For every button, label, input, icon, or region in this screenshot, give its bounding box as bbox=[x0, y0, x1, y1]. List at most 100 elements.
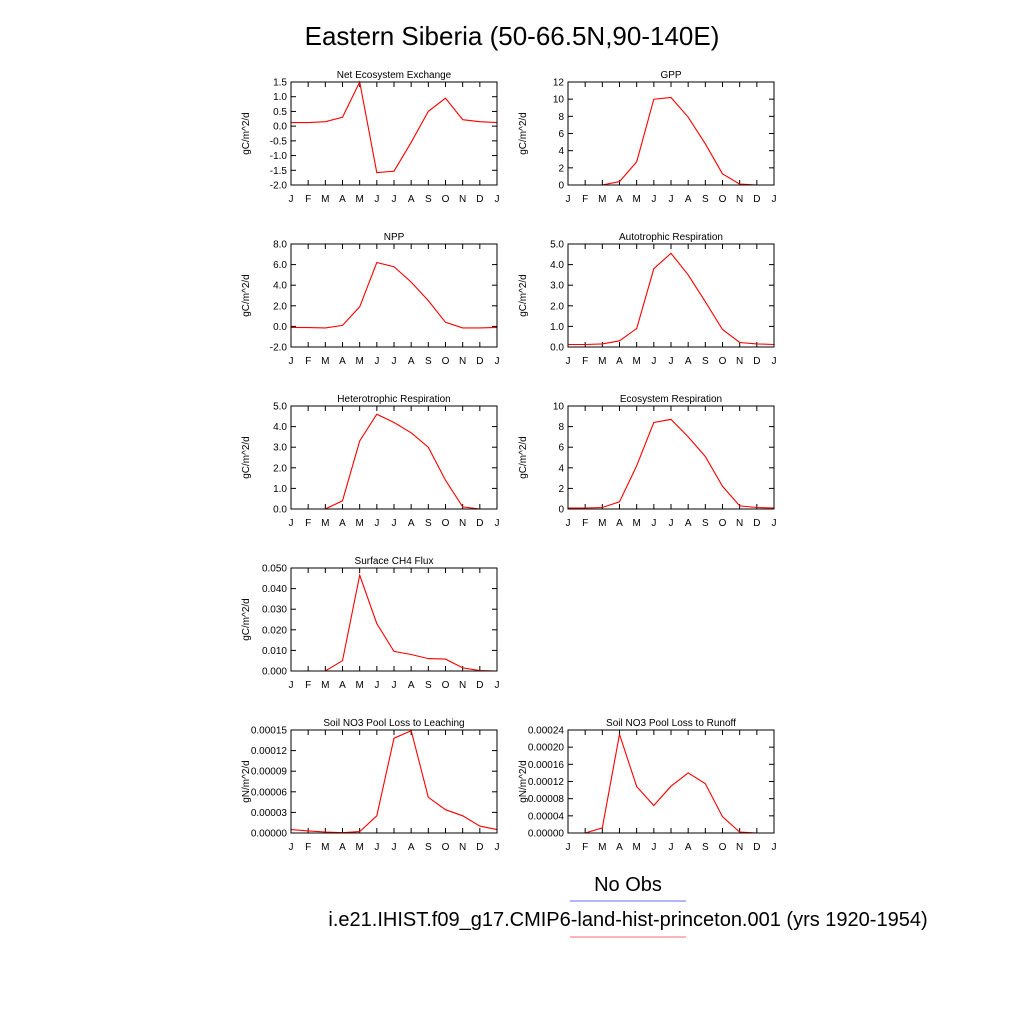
x-tick-label: J bbox=[392, 194, 397, 205]
x-tick-label: M bbox=[355, 680, 363, 691]
x-tick-label: N bbox=[736, 356, 743, 367]
x-tick-label: J bbox=[669, 194, 674, 205]
x-tick-label: M bbox=[598, 194, 606, 205]
y-tick-label: 0.00016 bbox=[528, 760, 565, 771]
x-tick-label: J bbox=[374, 680, 379, 691]
y-tick-label: 0.00024 bbox=[528, 726, 565, 737]
y-tick-label: 0.00020 bbox=[528, 743, 565, 754]
series-line bbox=[568, 96, 774, 186]
y-axis-label: gC/m^2/d bbox=[518, 436, 529, 479]
y-tick-label: 0.00003 bbox=[251, 808, 288, 819]
x-tick-label: F bbox=[582, 842, 588, 853]
x-tick-label: M bbox=[321, 194, 329, 205]
plot-frame bbox=[567, 405, 775, 510]
x-tick-label: A bbox=[339, 194, 346, 205]
y-tick-label: 0.5 bbox=[273, 107, 287, 118]
x-tick-label: A bbox=[408, 518, 415, 529]
x-tick-label: F bbox=[305, 194, 311, 205]
y-tick-label: 1.0 bbox=[273, 484, 287, 495]
series-line bbox=[568, 734, 774, 834]
x-tick-label: A bbox=[616, 356, 623, 367]
y-tick-label: 0.010 bbox=[262, 646, 287, 657]
x-tick-label: S bbox=[702, 518, 709, 529]
chart-panel: Soil NO3 Pool Loss to RunoffgN/m^2/d0.00… bbox=[518, 718, 777, 853]
x-tick-label: J bbox=[392, 680, 397, 691]
x-tick-label: A bbox=[685, 194, 692, 205]
x-tick-label: A bbox=[685, 356, 692, 367]
x-tick-label: N bbox=[736, 842, 743, 853]
x-tick-label: J bbox=[374, 356, 379, 367]
x-tick-label: D bbox=[476, 842, 483, 853]
x-tick-label: J bbox=[566, 356, 571, 367]
x-tick-label: D bbox=[753, 356, 760, 367]
legend-model-label: i.e21.IHIST.f09_g17.CMIP6-land-hist-prin… bbox=[328, 909, 927, 931]
x-tick-label: D bbox=[476, 194, 483, 205]
x-tick-label: D bbox=[753, 518, 760, 529]
x-tick-label: F bbox=[305, 518, 311, 529]
series-line bbox=[291, 413, 497, 510]
y-tick-label: 0.00006 bbox=[251, 787, 288, 798]
series-line bbox=[568, 252, 775, 346]
y-tick-label: 10 bbox=[553, 95, 565, 106]
y-tick-label: 6 bbox=[558, 129, 564, 140]
x-tick-label: N bbox=[459, 194, 466, 205]
y-axis-label: gC/m^2/d bbox=[241, 274, 252, 317]
x-tick-label: S bbox=[702, 194, 709, 205]
x-tick-label: S bbox=[702, 356, 709, 367]
x-tick-label: M bbox=[321, 680, 329, 691]
x-tick-label: J bbox=[495, 842, 500, 853]
x-tick-label: A bbox=[408, 356, 415, 367]
x-tick-label: A bbox=[685, 518, 692, 529]
y-tick-label: -2.0 bbox=[270, 343, 288, 354]
x-tick-label: J bbox=[374, 194, 379, 205]
x-tick-label: M bbox=[598, 842, 606, 853]
y-tick-label: 4 bbox=[558, 463, 564, 474]
x-tick-label: M bbox=[632, 356, 640, 367]
x-tick-label: M bbox=[321, 356, 329, 367]
x-tick-label: A bbox=[616, 194, 623, 205]
plot-frame bbox=[290, 243, 498, 348]
x-tick-label: O bbox=[442, 680, 450, 691]
panel-title: Soil NO3 Pool Loss to Runoff bbox=[606, 718, 736, 729]
x-tick-label: M bbox=[598, 356, 606, 367]
y-tick-label: 0.030 bbox=[262, 605, 287, 616]
x-tick-label: F bbox=[305, 680, 311, 691]
x-tick-label: M bbox=[355, 518, 363, 529]
series-line bbox=[291, 573, 498, 672]
x-tick-label: A bbox=[339, 842, 346, 853]
y-axis-label: gC/m^2/d bbox=[241, 436, 252, 479]
y-tick-label: 3.0 bbox=[273, 443, 287, 454]
y-tick-label: 4.0 bbox=[273, 281, 287, 292]
x-tick-label: J bbox=[392, 518, 397, 529]
y-tick-label: 0 bbox=[558, 505, 564, 516]
panel-title: Soil NO3 Pool Loss to Leaching bbox=[323, 718, 464, 729]
x-tick-label: J bbox=[651, 842, 656, 853]
y-tick-label: -1.5 bbox=[270, 166, 288, 177]
x-tick-label: O bbox=[442, 356, 450, 367]
x-tick-label: M bbox=[632, 842, 640, 853]
x-tick-label: J bbox=[495, 680, 500, 691]
legend-obs-label: No Obs bbox=[594, 874, 662, 896]
x-tick-label: S bbox=[702, 842, 709, 853]
y-tick-label: 10 bbox=[553, 402, 565, 413]
y-tick-label: 8 bbox=[558, 112, 564, 123]
y-tick-label: 0.00004 bbox=[528, 811, 565, 822]
x-tick-label: A bbox=[408, 680, 415, 691]
plot-frame bbox=[567, 729, 775, 834]
plot-frame bbox=[290, 405, 498, 510]
series-line bbox=[290, 729, 498, 834]
y-tick-label: 0.00000 bbox=[251, 829, 288, 840]
x-tick-label: N bbox=[459, 842, 466, 853]
x-tick-label: F bbox=[582, 194, 588, 205]
y-tick-label: 0.050 bbox=[262, 564, 287, 575]
x-tick-label: M bbox=[632, 194, 640, 205]
x-tick-label: M bbox=[632, 518, 640, 529]
y-tick-label: 4.0 bbox=[550, 260, 564, 271]
x-tick-label: F bbox=[582, 518, 588, 529]
y-tick-label: 6 bbox=[558, 443, 564, 454]
x-tick-label: A bbox=[339, 356, 346, 367]
y-tick-label: 0.00008 bbox=[528, 794, 565, 805]
y-tick-label: 2 bbox=[558, 163, 564, 174]
x-tick-label: J bbox=[495, 194, 500, 205]
